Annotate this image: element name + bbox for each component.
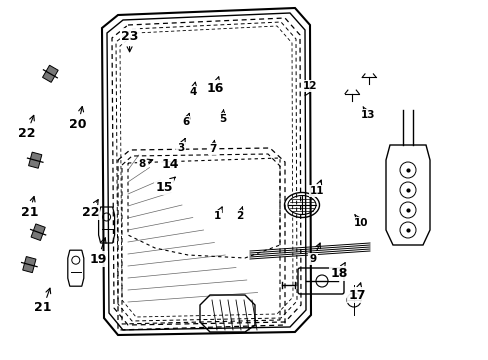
Text: 6: 6 xyxy=(182,113,189,127)
Text: 22: 22 xyxy=(81,200,99,219)
Text: 21: 21 xyxy=(20,197,38,219)
Text: 17: 17 xyxy=(347,283,365,302)
Text: 9: 9 xyxy=(309,243,320,264)
Text: 22: 22 xyxy=(18,115,36,140)
Text: 14: 14 xyxy=(161,158,179,171)
Text: 3: 3 xyxy=(177,139,185,153)
Polygon shape xyxy=(28,152,42,168)
Text: 10: 10 xyxy=(353,215,367,228)
Text: 21: 21 xyxy=(34,288,52,314)
Text: 8: 8 xyxy=(138,159,152,169)
Text: 2: 2 xyxy=(236,207,243,221)
Polygon shape xyxy=(22,257,36,273)
Text: 1: 1 xyxy=(214,207,222,221)
Text: 18: 18 xyxy=(329,263,347,280)
Text: 23: 23 xyxy=(121,30,138,52)
Text: 4: 4 xyxy=(189,82,197,97)
Text: 11: 11 xyxy=(309,180,324,196)
Text: 13: 13 xyxy=(360,107,374,120)
Text: 16: 16 xyxy=(206,77,224,95)
Text: 15: 15 xyxy=(155,177,175,194)
Text: 20: 20 xyxy=(69,107,87,131)
Text: 7: 7 xyxy=(208,140,216,154)
Polygon shape xyxy=(42,65,58,82)
Polygon shape xyxy=(31,224,45,240)
Text: 19: 19 xyxy=(89,238,106,266)
Text: 12: 12 xyxy=(303,81,317,95)
Text: 5: 5 xyxy=(219,110,225,124)
